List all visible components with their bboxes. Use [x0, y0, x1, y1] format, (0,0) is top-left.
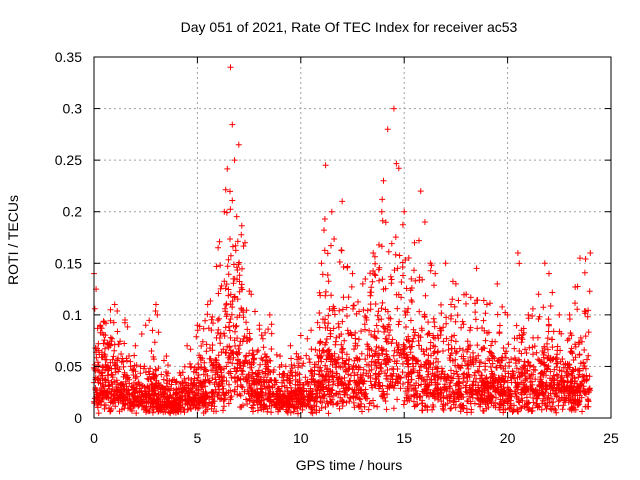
y-tick-label: 0.3	[63, 101, 83, 117]
x-tick-label: 15	[396, 430, 412, 446]
x-tick-label: 20	[500, 430, 516, 446]
x-tick-label: 0	[90, 430, 98, 446]
roti-markers	[91, 64, 594, 417]
data-points	[91, 64, 594, 417]
x-axis-label: GPS time / hours	[296, 457, 403, 473]
grid	[94, 57, 611, 418]
y-tick-label: 0.1	[63, 307, 83, 323]
y-tick-label: 0.2	[63, 204, 83, 220]
y-axis-label: ROTI / TECUs	[5, 195, 21, 285]
y-tick-label: 0.35	[55, 49, 82, 65]
chart-title: Day 051 of 2021, Rate Of TEC Index for r…	[181, 19, 518, 35]
y-tick-label: 0.05	[55, 358, 82, 374]
x-tick-label: 10	[293, 430, 309, 446]
ticks: 0 5 10 15 20 25 0 0.05 0.1 0.15 0.2 0.25 0.3 0.35	[55, 49, 619, 446]
x-tick-label: 5	[194, 430, 202, 446]
plot-frame	[93, 56, 612, 419]
y-tick-label: 0	[74, 410, 82, 426]
y-tick-label: 0.15	[55, 255, 82, 271]
y-tick-label: 0.25	[55, 152, 82, 168]
x-tick-label: 25	[603, 430, 619, 446]
